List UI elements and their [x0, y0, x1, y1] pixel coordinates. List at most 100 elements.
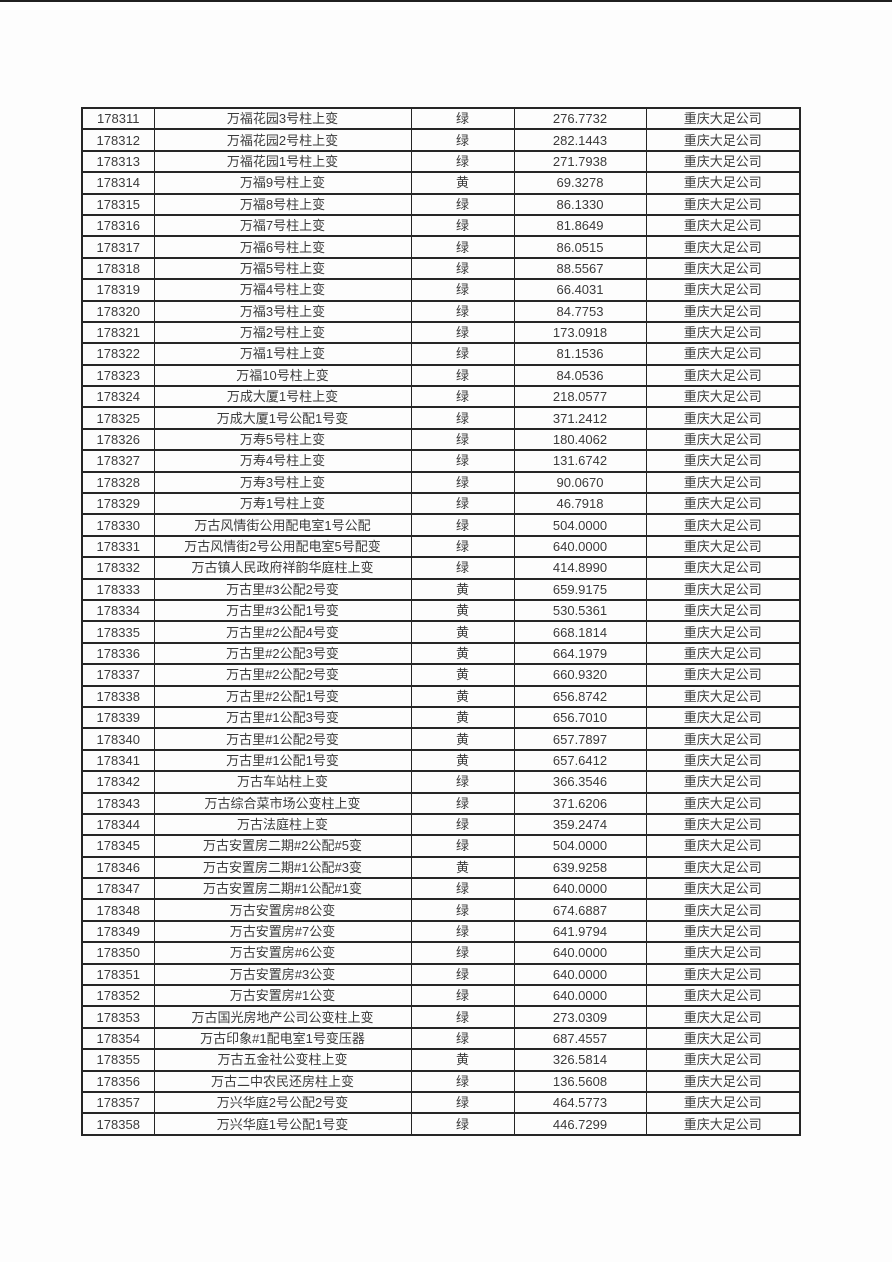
cell-capacity: 640.0000: [513, 877, 647, 901]
cell-capacity: 366.3546: [513, 770, 647, 794]
cell-company: 重庆大足公司: [645, 256, 801, 281]
cell-name: 万福花园2号柱上变: [153, 128, 412, 152]
cell-status: 黄: [410, 663, 515, 687]
cell-status: 绿: [410, 278, 515, 302]
cell-company: 重庆大足公司: [645, 577, 801, 602]
table-row: 178314 万福9号柱上变黄 69.3278 重庆大足公司: [81, 171, 801, 195]
cell-status: 绿: [410, 534, 515, 559]
cell-name: 万福7号柱上变: [153, 213, 412, 238]
cell-name: 万福花园1号柱上变: [153, 149, 412, 174]
table-row: 178326 万寿5号柱上变绿 180.4062 重庆大足公司: [81, 427, 801, 452]
cell-status: 绿: [410, 898, 515, 922]
table-row: 178339 万古里#1公配3号变黄 656.7010 重庆大足公司: [81, 705, 801, 730]
cell-name: 万古安置房二期#1公配#3变: [153, 855, 412, 880]
cell-capacity: 273.0309: [513, 1005, 647, 1029]
cell-capacity: 659.9175: [513, 577, 647, 602]
cell-id: 178332: [81, 556, 155, 580]
cell-company: 重庆大足公司: [645, 1005, 801, 1029]
table-row: 178311 万福花园3号柱上变绿 276.7732 重庆大足公司: [81, 106, 801, 131]
table-row: 178346 万古安置房二期#1公配#3变黄 639.9258 重庆大足公司: [81, 855, 801, 880]
cell-company: 重庆大足公司: [645, 1048, 801, 1072]
cell-id: 178352: [81, 983, 155, 1008]
cell-name: 万古里#1公配3号变: [153, 705, 412, 730]
cell-company: 重庆大足公司: [645, 427, 801, 452]
cell-capacity: 687.4557: [513, 1026, 647, 1051]
cell-id: 178322: [81, 342, 155, 366]
cell-capacity: 664.1979: [513, 641, 647, 666]
cell-id: 178354: [81, 1026, 155, 1051]
table-row: 178324 万成大厦1号柱上变绿 218.0577 重庆大足公司: [81, 385, 801, 409]
cell-company: 重庆大足公司: [645, 278, 801, 302]
cell-capacity: 657.6412: [513, 748, 647, 773]
cell-company: 重庆大足公司: [645, 684, 801, 708]
cell-status: 绿: [410, 427, 515, 452]
cell-company: 重庆大足公司: [645, 449, 801, 473]
cell-company: 重庆大足公司: [645, 1090, 801, 1115]
table-row: 178320 万福3号柱上变绿 84.7753 重庆大足公司: [81, 299, 801, 323]
cell-capacity: 640.0000: [513, 983, 647, 1008]
cell-company: 重庆大足公司: [645, 941, 801, 965]
cell-id: 178317: [81, 235, 155, 259]
cell-status: 绿: [410, 941, 515, 965]
cell-capacity: 271.7938: [513, 149, 647, 174]
cell-id: 178333: [81, 577, 155, 602]
cell-id: 178314: [81, 171, 155, 195]
cell-capacity: 86.1330: [513, 192, 647, 216]
cell-company: 重庆大足公司: [645, 385, 801, 409]
cell-name: 万古安置房二期#2公配#5变: [153, 834, 412, 858]
cell-id: 178346: [81, 855, 155, 880]
cell-name: 万兴华庭2号公配2号变: [153, 1090, 412, 1115]
cell-id: 178353: [81, 1005, 155, 1029]
cell-status: 绿: [410, 406, 515, 430]
cell-company: 重庆大足公司: [645, 128, 801, 152]
cell-capacity: 276.7732: [513, 106, 647, 131]
cell-capacity: 136.5608: [513, 1069, 647, 1093]
table-row: 178344 万古法庭柱上变绿 359.2474 重庆大足公司: [81, 812, 801, 837]
cell-id: 178341: [81, 748, 155, 773]
cell-status: 黄: [410, 705, 515, 730]
cell-company: 重庆大足公司: [645, 106, 801, 131]
cell-name: 万古里#2公配2号变: [153, 663, 412, 687]
cell-status: 黄: [410, 684, 515, 708]
cell-id: 178339: [81, 705, 155, 730]
cell-name: 万古安置房#1公变: [153, 983, 412, 1008]
cell-company: 重庆大足公司: [645, 705, 801, 730]
cell-status: 绿: [410, 128, 515, 152]
table-row: 178347 万古安置房二期#1公配#1变绿 640.0000 重庆大足公司: [81, 877, 801, 901]
cell-capacity: 674.6887: [513, 898, 647, 922]
cell-status: 绿: [410, 385, 515, 409]
cell-name: 万福花园3号柱上变: [153, 106, 412, 131]
cell-name: 万古里#2公配3号变: [153, 641, 412, 666]
table-row: 178355 万古五金社公变柱上变黄 326.5814 重庆大足公司: [81, 1048, 801, 1072]
table-row: 178337 万古里#2公配2号变黄 660.9320 重庆大足公司: [81, 663, 801, 687]
cell-name: 万古印象#1配电室1号变压器: [153, 1026, 412, 1051]
cell-name: 万福1号柱上变: [153, 342, 412, 366]
cell-capacity: 84.7753: [513, 299, 647, 323]
cell-capacity: 131.6742: [513, 449, 647, 473]
cell-name: 万古里#3公配1号变: [153, 598, 412, 623]
cell-company: 重庆大足公司: [645, 342, 801, 366]
cell-status: 黄: [410, 620, 515, 644]
table-row: 178331 万古风情街2号公用配电室5号配变绿 640.0000 重庆大足公司: [81, 534, 801, 559]
cell-status: 黄: [410, 641, 515, 666]
cell-capacity: 660.9320: [513, 663, 647, 687]
cell-company: 重庆大足公司: [645, 513, 801, 537]
table-row: 178348 万古安置房#8公变绿 674.6887 重庆大足公司: [81, 898, 801, 922]
cell-id: 178328: [81, 470, 155, 495]
cell-id: 178318: [81, 256, 155, 281]
cell-capacity: 86.0515: [513, 235, 647, 259]
table-row: 178357 万兴华庭2号公配2号变绿 464.5773 重庆大足公司: [81, 1090, 801, 1115]
cell-id: 178335: [81, 620, 155, 644]
cell-company: 重庆大足公司: [645, 962, 801, 987]
table-row: 178327 万寿4号柱上变绿 131.6742 重庆大足公司: [81, 449, 801, 473]
cell-status: 绿: [410, 449, 515, 473]
cell-id: 178324: [81, 385, 155, 409]
cell-company: 重庆大足公司: [645, 235, 801, 259]
table-row: 178325 万成大厦1号公配1号变绿 371.2412 重庆大足公司: [81, 406, 801, 430]
cell-id: 178343: [81, 791, 155, 815]
cell-name: 万寿5号柱上变: [153, 427, 412, 452]
cell-name: 万成大厦1号柱上变: [153, 385, 412, 409]
table-row: 178312 万福花园2号柱上变绿 282.1443 重庆大足公司: [81, 128, 801, 152]
cell-id: 178342: [81, 770, 155, 794]
cell-status: 绿: [410, 1005, 515, 1029]
